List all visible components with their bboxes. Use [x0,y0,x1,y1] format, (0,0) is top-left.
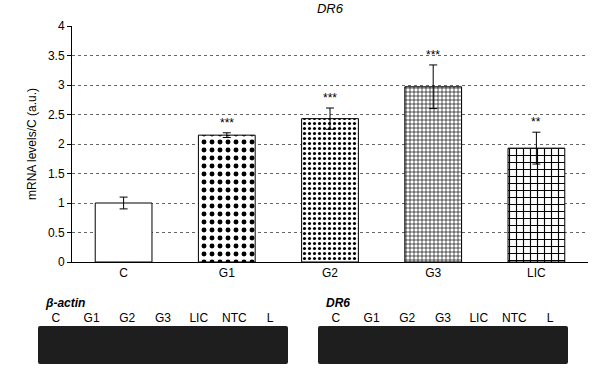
html-text:G1: G1 [363,311,380,325]
html-text:L: L [266,311,274,325]
svg-text:LIC: LIC [527,266,546,280]
svg-text:2.5: 2.5 [48,108,65,122]
html-text:NTC: NTC [222,311,247,325]
svg-text:2: 2 [58,137,65,151]
html-text:G2: G2 [399,311,416,325]
svg-text:***: *** [220,116,234,130]
html-text:G3: G3 [155,311,171,325]
html-text:L: L [546,311,554,325]
html-text:G2: G2 [119,311,136,325]
html-text:LIC: LIC [469,311,489,325]
html-text:LIC: LIC [189,311,209,325]
svg-text:C: C [119,266,128,280]
svg-text:1.5: 1.5 [48,167,65,181]
html-text:G1: G1 [83,311,100,325]
svg-text:***: *** [426,48,440,62]
svg-text:**: ** [531,115,541,129]
svg-text:mRNA levels/C (a.u.): mRNA levels/C (a.u.) [25,88,39,200]
html-text:C: C [51,311,61,325]
svg-text:0.5: 0.5 [48,226,65,240]
svg-text:3: 3 [58,78,65,92]
html-text:C: C [331,311,341,325]
svg-text:G3: G3 [425,266,441,280]
svg-text:DR6: DR6 [317,1,344,16]
svg-text:***: *** [323,91,337,105]
svg-text:1: 1 [58,196,65,210]
html-text:DR6: DR6 [326,296,350,310]
svg-text:0: 0 [58,255,65,269]
html-text:NTC: NTC [502,311,527,325]
svg-text:3.5: 3.5 [48,49,65,63]
svg-text:G2: G2 [322,266,338,280]
svg-text:G1: G1 [219,266,235,280]
html-text:β-actin: β-actin [46,296,86,310]
html-text:G3: G3 [435,311,451,325]
svg-text:4: 4 [58,19,65,33]
